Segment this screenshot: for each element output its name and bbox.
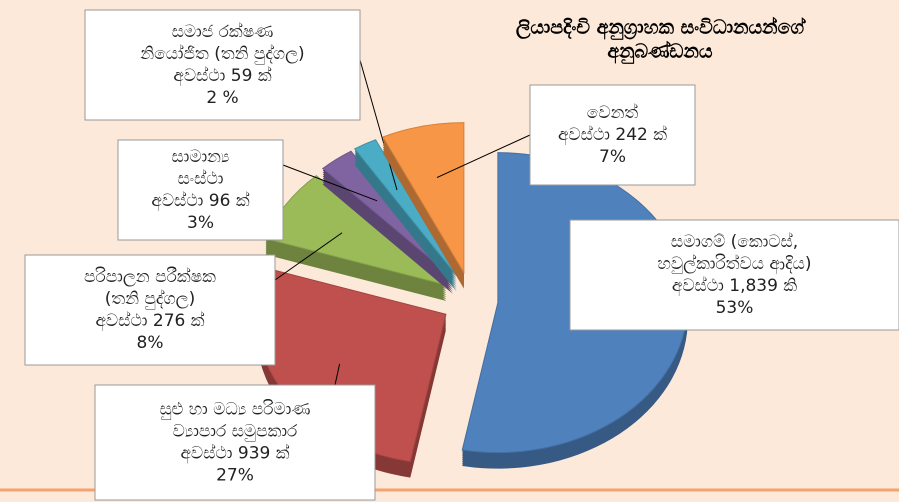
- value-label: 7%: [599, 147, 626, 167]
- slice-label: සමාගම් (කොටස්,: [671, 232, 798, 252]
- slice-label: අවස්ථා 276 ක්: [95, 311, 204, 332]
- label-box: [24, 254, 276, 366]
- slice-label: අවස්ථා 242 ක්: [558, 125, 667, 146]
- leader-line: [334, 363, 341, 386]
- slice-label: පරිපාලන පරීක්ෂක: [84, 267, 216, 287]
- slice: [353, 139, 457, 276]
- slice-label: ව්‍යාපාර සමුපකාර: [173, 422, 298, 442]
- slice-label: හවුල්කාරිත්වය ආදිය): [658, 254, 812, 275]
- leader-line: [274, 232, 343, 281]
- leader-line: [282, 164, 378, 202]
- value-label: 27%: [216, 466, 254, 486]
- chart-title: ලියාපදිංචි අනුග්‍රාහක සංවිධානයන්ගේ: [516, 16, 807, 41]
- label-box: [84, 9, 361, 121]
- label-box: [569, 219, 899, 331]
- chart-title: අනුබණ්ඩනය: [607, 40, 713, 65]
- leader-line: [359, 59, 398, 191]
- slice-label: නියෝජිත (තනි පුද්ගල): [140, 44, 304, 64]
- slice: [382, 122, 465, 275]
- value-label: 3%: [187, 213, 214, 233]
- leader-line: [436, 134, 531, 178]
- slice-label: සාමාන්‍ය: [172, 147, 230, 167]
- label-box: [94, 384, 376, 501]
- slice-label: අවස්ථා 939 ක්: [180, 443, 289, 464]
- label-box: [117, 139, 284, 241]
- value-label: 2 %: [206, 88, 238, 108]
- slice-label: අවස්ථා 1,839 කි: [672, 276, 797, 297]
- slice-label: (තනි පුද්ගල): [105, 289, 195, 309]
- slice-label: සුළු හා මධ්‍ය පරිමාණ: [160, 400, 311, 420]
- slice-label: අවස්ථා 96 ක්: [151, 191, 249, 212]
- slice-label: අවස්ථා 59 ක්: [173, 66, 271, 87]
- label-box: [529, 84, 696, 186]
- slice-label: සමාජ රක්ෂණ: [172, 22, 274, 42]
- slice-label: සංස්ථා: [178, 169, 224, 189]
- value-label: 53%: [716, 298, 754, 318]
- value-label: 8%: [137, 333, 164, 353]
- slice-label: වෙනත්: [587, 103, 639, 123]
